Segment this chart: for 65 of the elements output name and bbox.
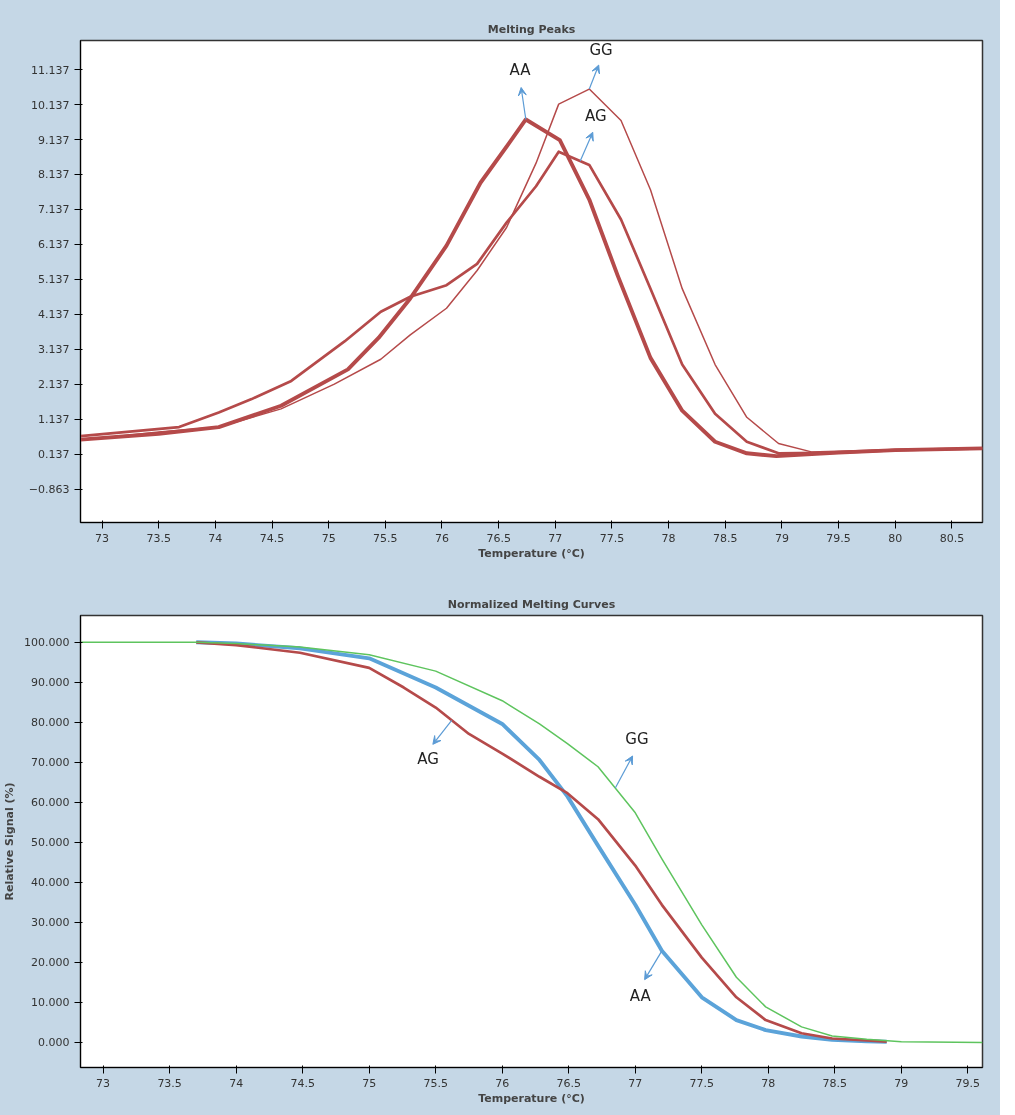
y-tick-label: 10.000	[31, 996, 70, 1010]
y-tick-label: 80.000	[31, 716, 70, 730]
y-tick-label: 2.137	[38, 378, 70, 392]
annotation: AG	[417, 750, 439, 769]
y-tick-label: 20.000	[31, 956, 70, 970]
x-tick-label: 73.5	[146, 531, 171, 545]
x-tick-label: 74.5	[290, 1076, 315, 1090]
y-tick-label: 40.000	[31, 876, 70, 890]
y-axis-title: Relative Signal (%)	[3, 782, 17, 901]
x-tick-label: 77	[628, 1076, 643, 1090]
x-tick-label: 77.5	[689, 1076, 715, 1090]
y-tick-label: 100.000	[24, 636, 70, 650]
x-tick-label: 78	[661, 531, 676, 545]
x-tick-label: 74.5	[259, 531, 285, 545]
y-tick-label: 50.000	[31, 836, 70, 850]
y-tick-label: 0.137	[38, 448, 70, 462]
x-tick-label: 75	[362, 1076, 377, 1090]
x-tick-label: 78	[761, 1076, 776, 1090]
x-axis-title: Temperature (°C)	[478, 1091, 585, 1105]
x-tick-label: 76	[434, 531, 449, 545]
y-tick-label: 70.000	[31, 756, 70, 770]
x-tick-label: 74	[229, 1076, 244, 1090]
x-tick-label: 73.5	[157, 1076, 182, 1090]
x-tick-label: 76.5	[486, 531, 511, 545]
y-tick-label: 9.137	[38, 133, 70, 147]
x-tick-label: 78.5	[713, 531, 738, 545]
x-tick-label: 76.5	[556, 1076, 581, 1090]
annotation: AA	[629, 986, 652, 1005]
x-tick-label: 80	[888, 531, 903, 545]
y-tick-label: 10.137	[31, 98, 70, 112]
y-tick-label: 8.137	[38, 168, 70, 182]
x-tick-label: 79.5	[955, 1076, 981, 1090]
x-tick-label: 78.5	[822, 1076, 848, 1090]
annotation: AG	[585, 107, 607, 126]
y-tick-label: 6.137	[38, 238, 70, 252]
y-tick-label: 60.000	[31, 796, 70, 810]
x-tick-label: 73	[96, 1076, 111, 1090]
annotation: AA	[509, 61, 532, 80]
x-tick-label: 80.5	[939, 531, 965, 545]
x-tick-label: 75	[321, 531, 336, 545]
chart-title: Normalized Melting Curves	[447, 597, 616, 611]
x-tick-label: 73	[95, 531, 110, 545]
x-tick-label: 77	[548, 531, 563, 545]
x-tick-label: 77.5	[599, 531, 625, 545]
y-tick-label: 5.137	[38, 273, 70, 287]
x-tick-label: 76	[495, 1076, 510, 1090]
y-tick-label: 7.137	[38, 203, 70, 217]
x-tick-label: 75.5	[423, 1076, 448, 1090]
x-tick-label: 79.5	[826, 531, 851, 545]
x-tick-label: 79	[774, 531, 789, 545]
chart-title: Melting Peaks	[487, 22, 576, 36]
y-tick-label: 0.000	[38, 1036, 70, 1050]
x-tick-label: 79	[894, 1076, 909, 1090]
y-tick-label: 90.000	[31, 676, 70, 690]
y-tick-label: 3.137	[38, 343, 70, 357]
y-tick-label: 30.000	[31, 916, 70, 930]
y-tick-label: 4.137	[38, 308, 70, 322]
y-tick-label: 11.137	[31, 63, 70, 77]
annotation: GG	[589, 41, 613, 60]
y-tick-label: 1.137	[38, 413, 70, 427]
x-axis-title: Temperature (°C)	[478, 546, 585, 560]
x-tick-label: 75.5	[373, 531, 398, 545]
annotation: GG	[625, 729, 649, 748]
x-tick-label: 74	[208, 531, 223, 545]
y-tick-label: −0.863	[28, 483, 70, 497]
